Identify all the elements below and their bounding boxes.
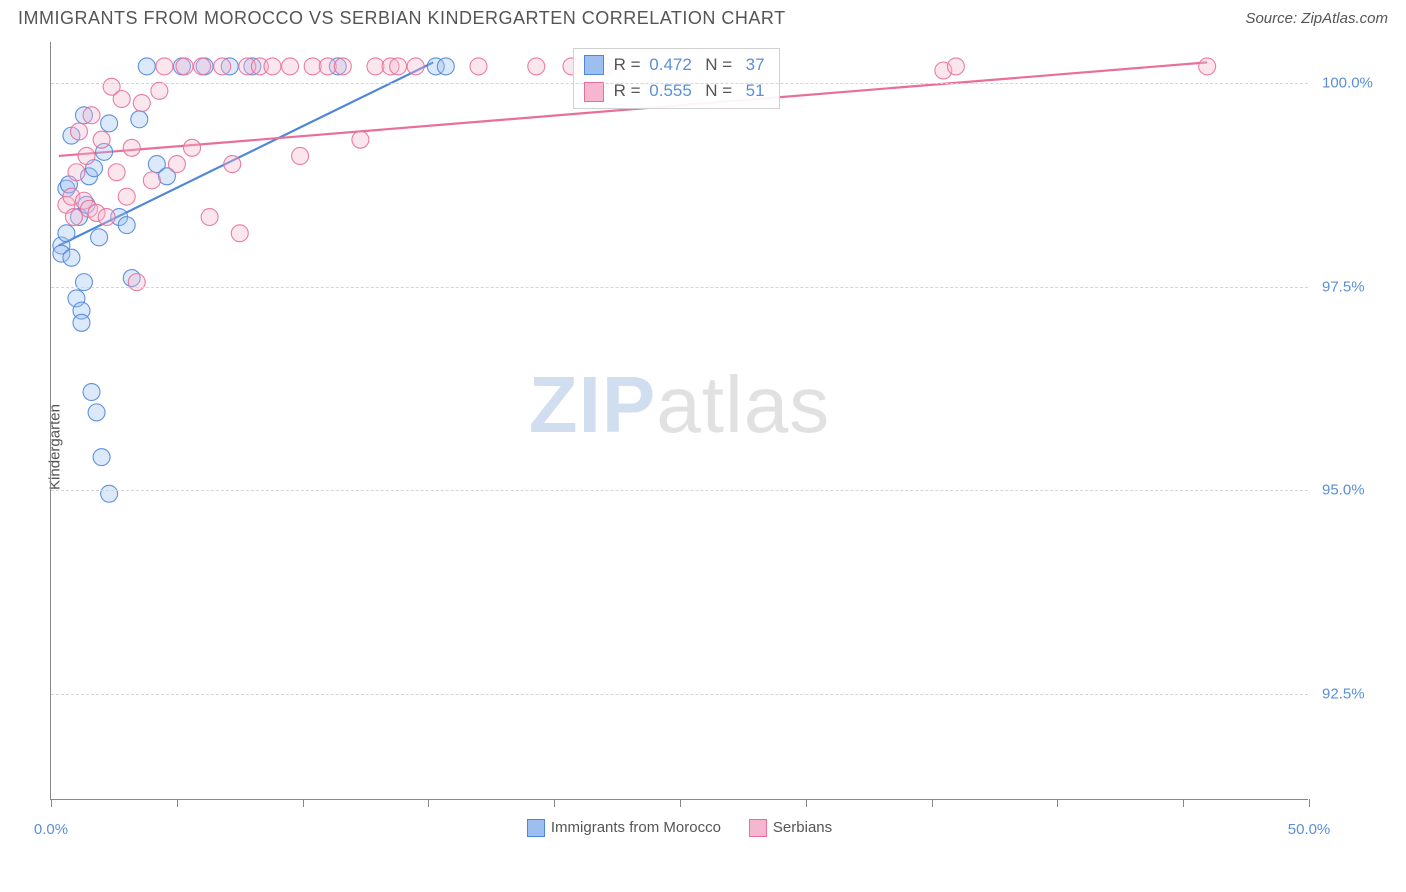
stat-R-value: 0.472 [649, 52, 692, 78]
scatter-point-serbian [947, 58, 964, 75]
legend-item: Immigrants from Morocco [527, 819, 721, 836]
legend-swatch [527, 819, 545, 837]
x-tick [932, 799, 933, 807]
scatter-point-morocco [101, 485, 118, 502]
chart-container: Kindergarten ZIPatlas R = 0.472 N = 37R … [50, 42, 1390, 852]
source-label: Source: ZipAtlas.com [1245, 10, 1388, 27]
scatter-point-serbian [319, 58, 336, 75]
scatter-point-serbian [264, 58, 281, 75]
y-tick-label: 95.0% [1322, 482, 1365, 499]
scatter-point-morocco [76, 274, 93, 291]
x-tick [554, 799, 555, 807]
scatter-point-serbian [224, 156, 241, 173]
scatter-point-morocco [83, 384, 100, 401]
plot-area: ZIPatlas R = 0.472 N = 37R = 0.555 N = 5… [50, 42, 1308, 800]
scatter-point-serbian [231, 225, 248, 242]
scatter-point-serbian [70, 123, 87, 140]
gridline-h [51, 694, 1308, 695]
scatter-point-morocco [88, 404, 105, 421]
scatter-point-serbian [156, 58, 173, 75]
scatter-point-serbian [168, 156, 185, 173]
gridline-h [51, 287, 1308, 288]
scatter-point-serbian [65, 209, 82, 226]
scatter-point-morocco [131, 111, 148, 128]
scatter-point-morocco [91, 229, 108, 246]
stats-row-morocco: R = 0.472 N = 37 [584, 52, 769, 78]
scatter-point-serbian [352, 131, 369, 148]
x-tick-label: 50.0% [1288, 821, 1331, 838]
stat-R-label: R = [614, 52, 646, 78]
scatter-point-morocco [93, 449, 110, 466]
stat-N-label: N = [696, 52, 737, 78]
scatter-point-serbian [304, 58, 321, 75]
scatter-point-serbian [201, 209, 218, 226]
scatter-point-morocco [437, 58, 454, 75]
bottom-legend: Immigrants from Morocco Serbians [51, 819, 1308, 837]
scatter-point-serbian [334, 58, 351, 75]
x-tick [51, 799, 52, 807]
chart-header: IMMIGRANTS FROM MOROCCO VS SERBIAN KINDE… [0, 0, 1406, 35]
x-tick [680, 799, 681, 807]
scatter-point-morocco [73, 314, 90, 331]
legend-label: Serbians [773, 819, 832, 836]
x-tick [1057, 799, 1058, 807]
scatter-point-serbian [108, 164, 125, 181]
scatter-point-serbian [83, 107, 100, 124]
x-tick [428, 799, 429, 807]
y-tick-label: 97.5% [1322, 278, 1365, 295]
scatter-point-serbian [1199, 58, 1216, 75]
x-tick [177, 799, 178, 807]
scatter-point-serbian [123, 139, 140, 156]
scatter-point-morocco [101, 115, 118, 132]
scatter-point-serbian [194, 58, 211, 75]
scatter-point-serbian [128, 274, 145, 291]
scatter-point-serbian [143, 172, 160, 189]
x-tick [1309, 799, 1310, 807]
scatter-point-morocco [138, 58, 155, 75]
scatter-point-serbian [151, 82, 168, 99]
x-tick [303, 799, 304, 807]
gridline-h [51, 490, 1308, 491]
legend-item: Serbians [749, 819, 832, 836]
scatter-point-serbian [282, 58, 299, 75]
scatter-point-morocco [63, 249, 80, 266]
y-tick-label: 100.0% [1322, 74, 1373, 91]
scatter-point-serbian [78, 147, 95, 164]
legend-swatch [749, 819, 767, 837]
scatter-point-serbian [68, 164, 85, 181]
scatter-point-serbian [292, 147, 309, 164]
x-tick [806, 799, 807, 807]
scatter-point-serbian [367, 58, 384, 75]
chart-title: IMMIGRANTS FROM MOROCCO VS SERBIAN KINDE… [18, 8, 786, 29]
scatter-point-serbian [470, 58, 487, 75]
gridline-h [51, 83, 1308, 84]
scatter-point-morocco [118, 217, 135, 234]
legend-swatch-morocco [584, 55, 604, 75]
scatter-point-serbian [176, 58, 193, 75]
y-tick-label: 92.5% [1322, 686, 1365, 703]
scatter-point-serbian [98, 209, 115, 226]
scatter-point-morocco [58, 225, 75, 242]
x-tick-label: 0.0% [34, 821, 68, 838]
scatter-point-serbian [118, 188, 135, 205]
scatter-point-serbian [407, 58, 424, 75]
scatter-point-serbian [390, 58, 407, 75]
legend-label: Immigrants from Morocco [551, 819, 721, 836]
stat-N-value: 37 [741, 52, 765, 78]
legend-swatch-serbian [584, 82, 604, 102]
scatter-point-serbian [528, 58, 545, 75]
x-tick [1183, 799, 1184, 807]
scatter-point-serbian [214, 58, 231, 75]
scatter-svg [51, 42, 1308, 799]
correlation-stats-box: R = 0.472 N = 37R = 0.555 N = 51 [573, 48, 780, 109]
scatter-point-serbian [113, 90, 130, 107]
scatter-point-serbian [133, 95, 150, 112]
scatter-point-serbian [93, 131, 110, 148]
scatter-point-serbian [184, 139, 201, 156]
